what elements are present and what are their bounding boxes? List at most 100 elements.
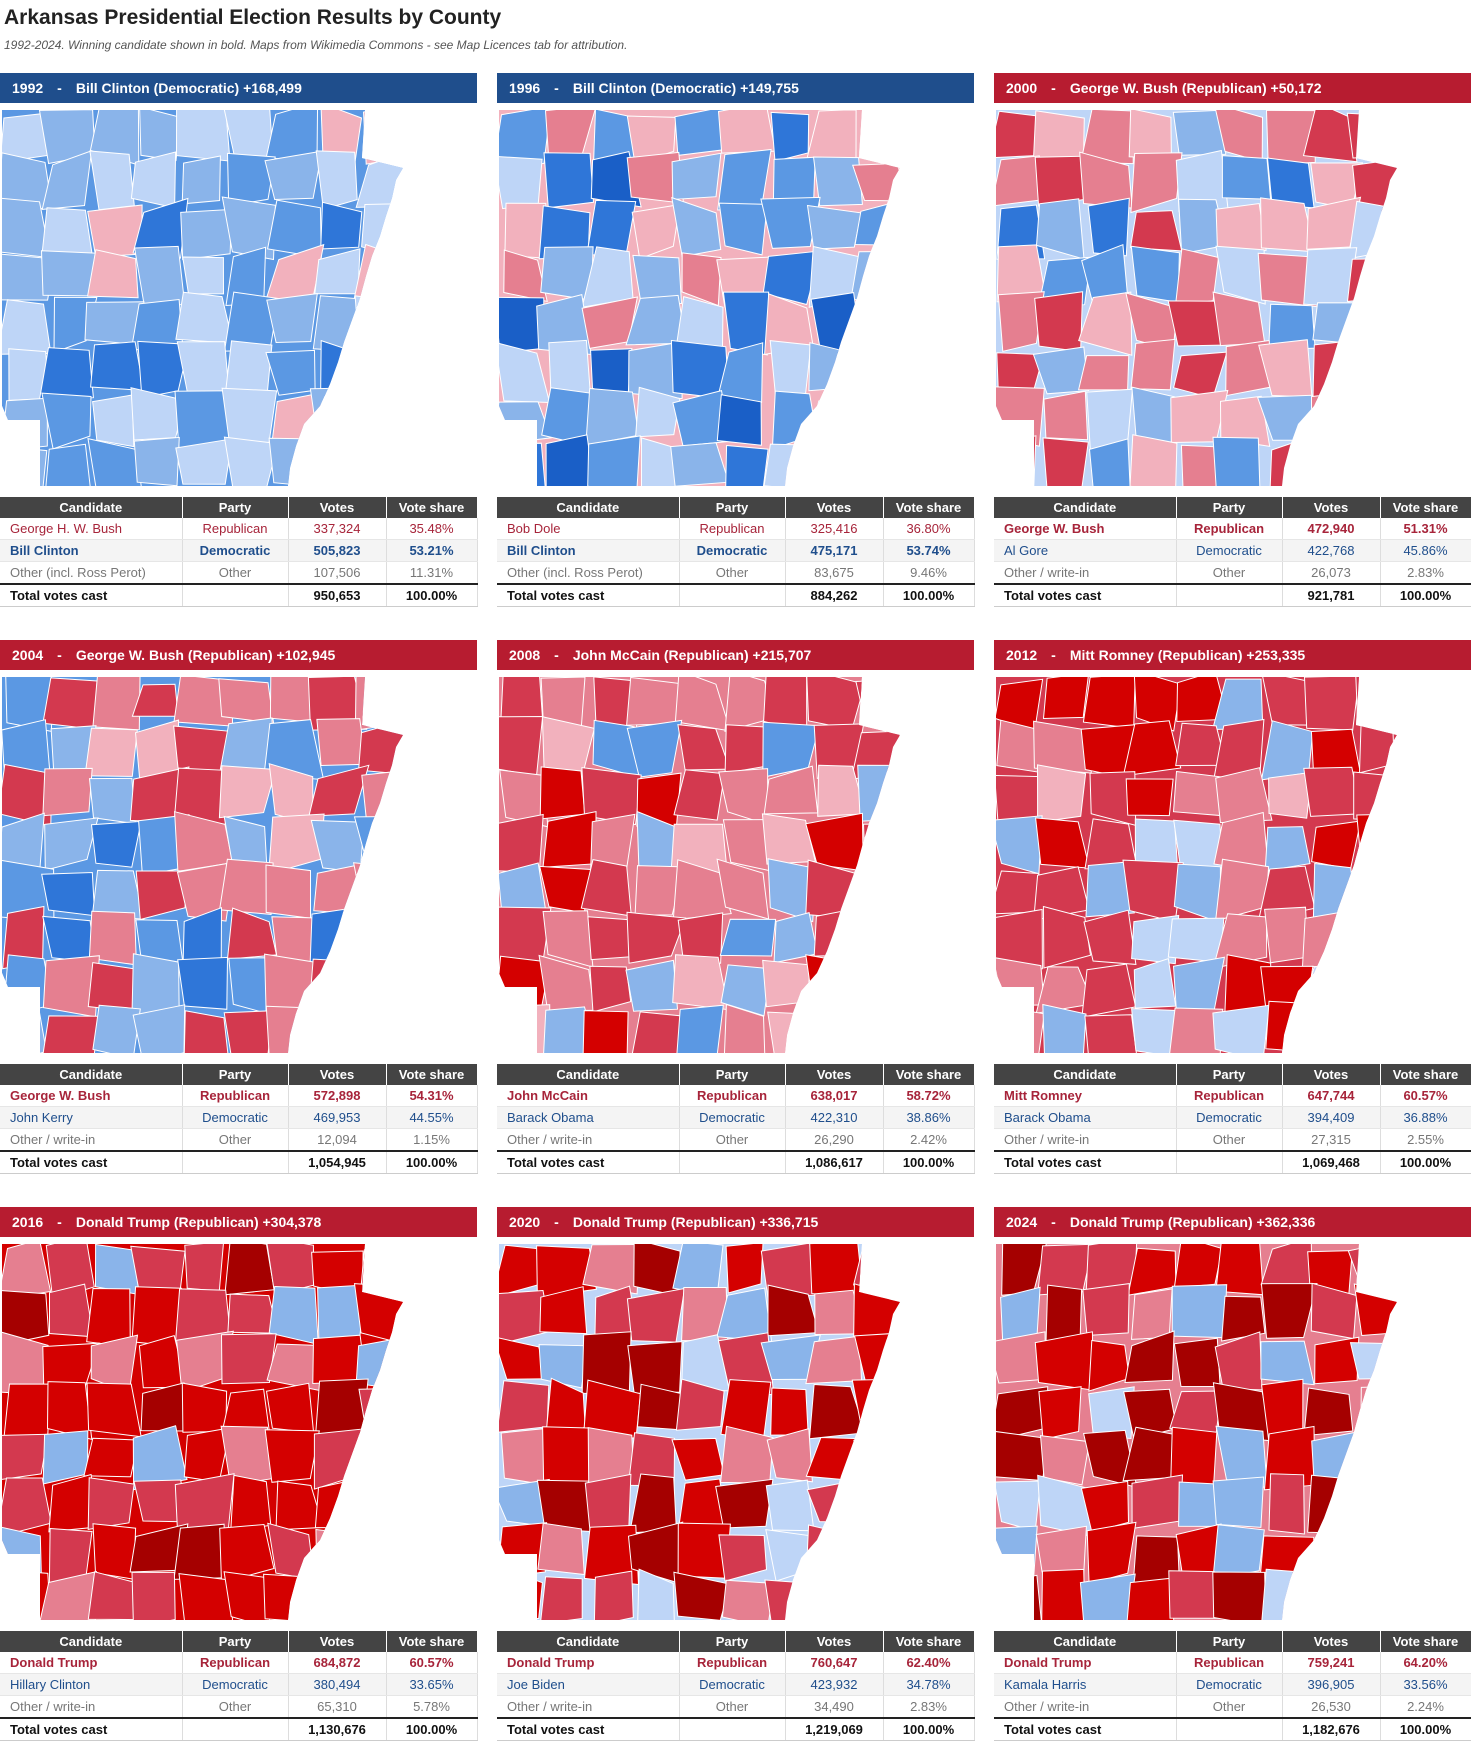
county-shape <box>767 858 817 923</box>
county-shape <box>857 764 900 822</box>
cell-candidate: Other / write-in <box>497 1695 680 1719</box>
county-shape <box>1080 110 1135 165</box>
county-shape <box>224 1244 275 1296</box>
county-shape <box>90 820 142 868</box>
cell-party: Democratic <box>1176 1673 1283 1696</box>
county-shape <box>352 862 403 919</box>
county-shape <box>1212 913 1268 970</box>
county-shape <box>315 1528 362 1586</box>
county-shape <box>181 1382 228 1433</box>
cell-vote-share: 11.31% <box>386 561 478 585</box>
cell-party: Democratic <box>679 539 786 562</box>
county-shape <box>996 1525 1038 1581</box>
county-map <box>996 1244 1397 1620</box>
cell-candidate: Bill Clinton <box>0 539 183 562</box>
county-shape <box>1080 1480 1130 1533</box>
cell-vote-share: 9.46% <box>883 561 975 585</box>
county-shape <box>221 196 276 261</box>
cell-candidate: Kamala Harris <box>994 1673 1177 1696</box>
county-shape <box>1125 1577 1175 1620</box>
county-shape <box>1356 1521 1397 1585</box>
banner-separator: - <box>554 80 559 96</box>
cell-vote-share: 2.42% <box>883 1128 975 1152</box>
county-shape <box>41 392 92 450</box>
county-shape <box>997 291 1045 353</box>
cell-votes: 423,932 <box>785 1673 884 1696</box>
table-header-row: Candidate Party Votes Vote share <box>497 1064 975 1085</box>
county-shape <box>1042 1003 1087 1053</box>
cell-vote-share: 2.24% <box>1380 1695 1471 1719</box>
county-shape <box>1130 338 1176 391</box>
county-shape <box>585 387 640 447</box>
table-row: Bob Dole Republican 325,416 36.80% <box>497 518 975 540</box>
header-candidate: Candidate <box>0 1064 183 1085</box>
county-shape <box>859 110 900 158</box>
county-map <box>499 110 900 486</box>
county-shape <box>1032 346 1090 395</box>
cell-vote-share: 35.48% <box>386 518 478 540</box>
county-shape <box>1082 1283 1130 1337</box>
county-shape <box>92 394 135 448</box>
county-shape <box>1221 1295 1266 1342</box>
county-shape <box>766 1428 813 1483</box>
cell-vote-share: 36.88% <box>1380 1106 1471 1129</box>
county-shape <box>851 1521 900 1575</box>
county-shape <box>1088 438 1131 486</box>
results-table: Candidate Party Votes Vote share Mitt Romney… <box>994 1064 1471 1174</box>
county-shape <box>42 677 98 730</box>
cell-votes: 472,940 <box>1282 518 1381 540</box>
cell-vote-share: 2.83% <box>1380 561 1471 585</box>
table-row: Other (incl. Ross Perot) Other 107,506 11.3… <box>0 561 478 585</box>
election-margin: +168,499 <box>243 80 302 96</box>
county-shape <box>354 677 403 731</box>
header-party: Party <box>679 1631 786 1652</box>
header-party: Party <box>182 1631 289 1652</box>
county-shape <box>999 435 1037 486</box>
cell-candidate: John McCain <box>497 1085 680 1107</box>
table-header-row: Candidate Party Votes Vote share <box>0 1064 478 1085</box>
county-shape <box>1346 258 1397 302</box>
table-row: Other / write-in Other 26,290 2.42% <box>497 1128 975 1152</box>
header-votes: Votes <box>1282 1631 1381 1652</box>
county-shape <box>92 1523 137 1580</box>
table-header-row: Candidate Party Votes Vote share <box>497 497 975 518</box>
table-row: George W. Bush Republican 472,940 51.31% <box>994 518 1471 540</box>
table-row: George W. Bush Republican 572,898 54.31% <box>0 1085 478 1107</box>
cell-vote-share: 2.55% <box>1380 1128 1471 1152</box>
county-shape <box>722 291 770 356</box>
county-shape <box>3 1383 51 1443</box>
county-shape <box>268 437 325 486</box>
total-party-empty <box>679 583 786 607</box>
cell-candidate: George W. Bush <box>994 518 1177 540</box>
county-shape <box>1350 433 1397 486</box>
election-panel-2008: 2008- John McCain (Republican) +215,707 Ca… <box>497 640 975 1182</box>
county-shape <box>1133 677 1182 732</box>
total-label: Total votes cast <box>0 1150 183 1174</box>
county-shape <box>1212 1476 1265 1528</box>
total-party-empty <box>1176 583 1283 607</box>
county-shape <box>183 1010 230 1053</box>
county-shape <box>184 1244 225 1292</box>
county-shape <box>83 1437 139 1478</box>
county-shape <box>499 715 544 777</box>
header-vote-share: Vote share <box>883 1631 975 1652</box>
county-shape <box>996 908 1043 971</box>
cell-vote-share: 38.86% <box>883 1106 975 1129</box>
total-share: 100.00% <box>883 583 975 607</box>
county-shape <box>1122 720 1182 777</box>
county-shape <box>723 1003 766 1053</box>
cell-party: Democratic <box>679 1673 786 1696</box>
county-shape <box>853 1474 900 1524</box>
county-shape <box>218 765 277 819</box>
county-shape <box>359 344 403 399</box>
table-row: John McCain Republican 638,017 58.72% <box>497 1085 975 1107</box>
header-votes: Votes <box>785 1064 884 1085</box>
cell-vote-share: 5.78% <box>386 1695 478 1719</box>
cell-votes: 422,310 <box>785 1106 884 1129</box>
total-share: 100.00% <box>386 1150 478 1174</box>
county-shape <box>672 859 732 921</box>
county-shape <box>675 1378 725 1431</box>
cell-vote-share: 1.15% <box>386 1128 478 1152</box>
total-votes: 1,219,069 <box>785 1717 884 1741</box>
results-table: Candidate Party Votes Vote share George W. B… <box>994 497 1471 607</box>
